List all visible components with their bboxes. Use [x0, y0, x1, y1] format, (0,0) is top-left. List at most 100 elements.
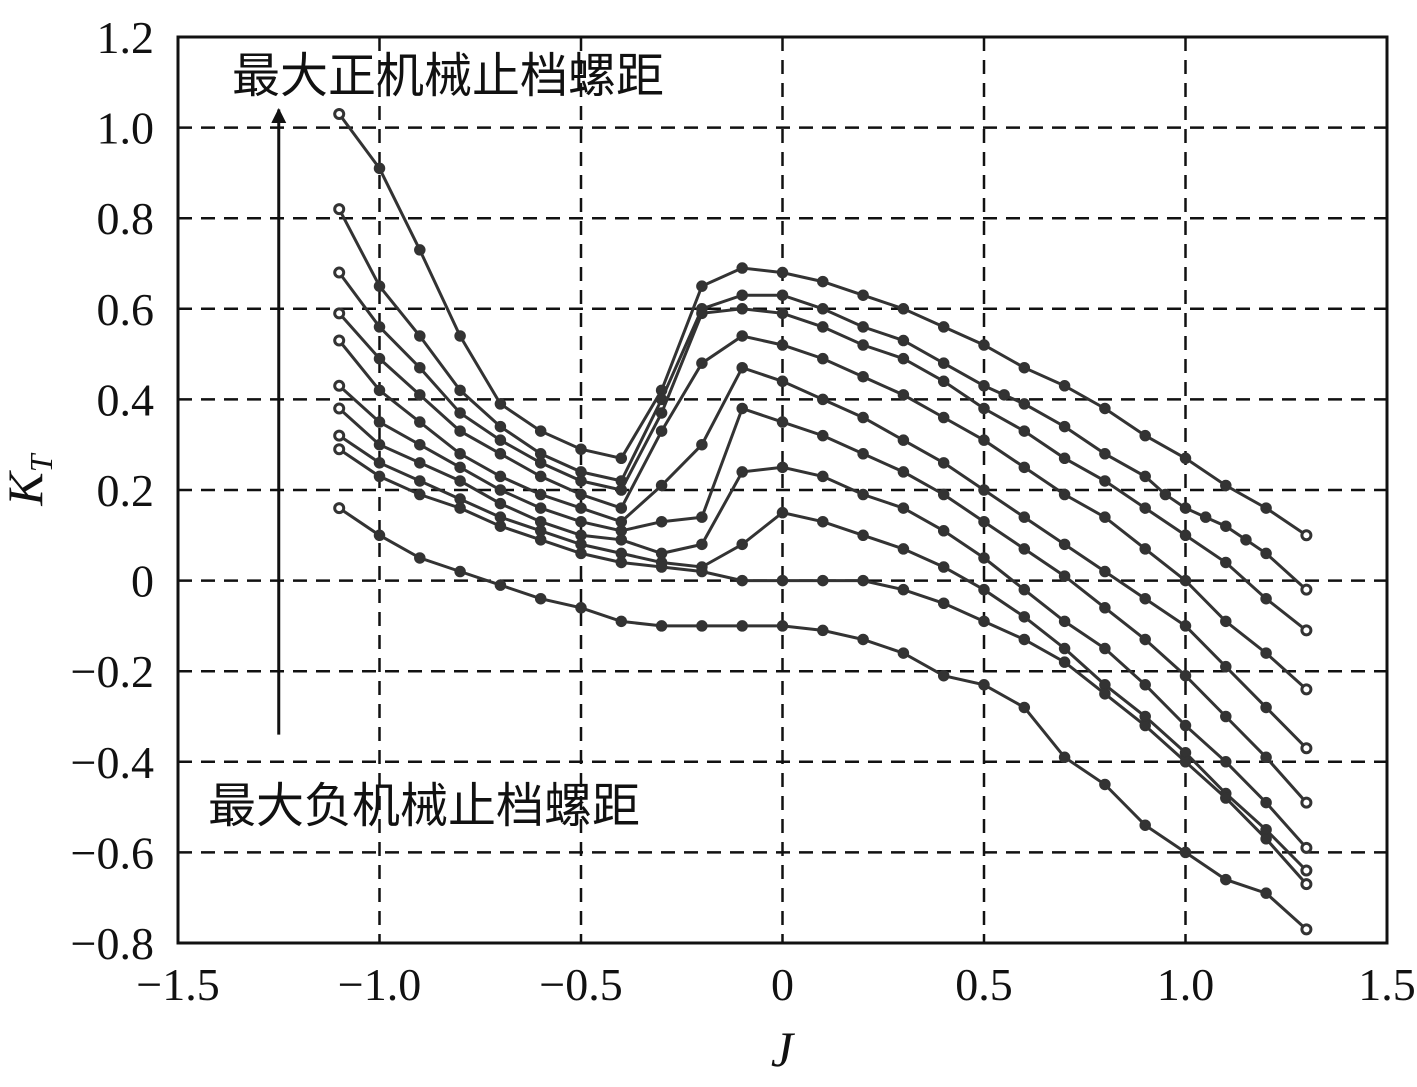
data-point — [1058, 642, 1071, 655]
data-point — [1179, 846, 1192, 859]
data-point — [736, 620, 748, 632]
data-point — [494, 520, 507, 532]
data-point — [817, 321, 829, 333]
data-point — [736, 289, 748, 301]
series-3 — [333, 266, 1313, 637]
data-point — [655, 407, 668, 419]
x-tick-label: −0.5 — [539, 959, 622, 1010]
data-point — [373, 384, 386, 397]
data-point — [1018, 543, 1031, 555]
annotation-max-positive-pitch: 最大正机械止档螺距 — [232, 48, 664, 104]
data-point — [373, 321, 386, 333]
data-point — [857, 371, 869, 383]
x-tick-label: −1.0 — [338, 959, 421, 1010]
x-tick-label: −1.5 — [136, 959, 219, 1010]
annotation-max-negative-pitch: 最大负机械止档螺距 — [208, 778, 640, 834]
data-point — [1179, 620, 1192, 632]
data-point — [615, 484, 628, 496]
data-point — [897, 583, 910, 596]
data-point — [857, 339, 869, 351]
data-point — [1018, 425, 1031, 437]
data-point — [454, 565, 466, 578]
data-point — [1159, 488, 1172, 501]
data-point — [1018, 361, 1031, 374]
data-point — [1240, 534, 1252, 546]
data-point — [736, 361, 748, 374]
data-point — [937, 457, 950, 469]
data-point — [978, 583, 990, 596]
data-point — [776, 339, 789, 351]
y-tick-label: 0.4 — [97, 374, 155, 425]
series-9 — [333, 443, 1313, 891]
data-point — [857, 488, 869, 501]
data-point — [978, 615, 990, 628]
data-point — [776, 416, 789, 428]
data-point — [857, 448, 869, 460]
data-point — [494, 420, 507, 433]
data-point — [454, 330, 466, 342]
y-tick-label: −0.6 — [71, 827, 154, 878]
data-point — [1018, 511, 1031, 523]
data-point — [1260, 547, 1272, 560]
data-point — [1139, 502, 1151, 514]
data-point — [817, 303, 829, 315]
data-point — [1018, 583, 1031, 596]
data-point — [414, 552, 426, 564]
data-point — [575, 475, 587, 487]
data-point — [857, 289, 869, 301]
data-point — [857, 574, 869, 587]
data-point — [575, 443, 587, 455]
data-point — [534, 425, 547, 437]
data-point — [575, 602, 587, 614]
data-point — [897, 466, 910, 478]
data-point — [937, 488, 950, 501]
data-point — [776, 289, 789, 301]
data-point — [1179, 529, 1192, 542]
data-point — [333, 203, 346, 216]
data-point — [736, 330, 748, 342]
data-point — [937, 321, 950, 333]
data-point — [1220, 520, 1232, 532]
data-point — [978, 339, 990, 351]
data-point — [897, 389, 910, 401]
data-point — [414, 438, 426, 451]
data-point — [978, 679, 990, 691]
data-point — [494, 448, 507, 460]
data-point — [817, 515, 829, 528]
data-point — [897, 303, 910, 315]
data-point — [494, 579, 507, 591]
data-point — [817, 352, 829, 365]
data-point — [978, 380, 990, 392]
data-point — [696, 620, 708, 632]
data-point — [1179, 502, 1192, 514]
data-point — [897, 647, 910, 659]
data-point — [1099, 475, 1111, 487]
data-point — [494, 470, 507, 483]
data-point — [696, 357, 708, 369]
x-tick-label: 0 — [771, 959, 794, 1010]
series-8 — [333, 429, 1313, 877]
data-point — [1260, 887, 1272, 899]
series-6 — [333, 379, 1313, 809]
data-point — [414, 488, 426, 501]
x-axis-label: J — [771, 1021, 796, 1077]
data-point — [1260, 592, 1272, 605]
tick-layer: −1.5 −1.0 −0.5 0 0.5 1.0 1.5 −0.8 −0.6 −0.4 −0.2 0 0… — [71, 12, 1416, 1010]
data-point — [1179, 669, 1192, 682]
data-point — [736, 466, 748, 478]
data-point — [1300, 583, 1313, 596]
data-point — [1058, 380, 1071, 392]
data-point — [978, 552, 990, 564]
data-point — [736, 574, 748, 587]
data-point — [937, 525, 950, 537]
data-point — [615, 502, 628, 514]
data-point — [1099, 448, 1111, 460]
data-point — [494, 434, 507, 446]
data-point — [897, 502, 910, 514]
data-point — [1179, 574, 1192, 587]
data-point — [1139, 592, 1151, 605]
data-point — [1058, 488, 1071, 501]
y-tick-label: 1.0 — [97, 103, 155, 154]
